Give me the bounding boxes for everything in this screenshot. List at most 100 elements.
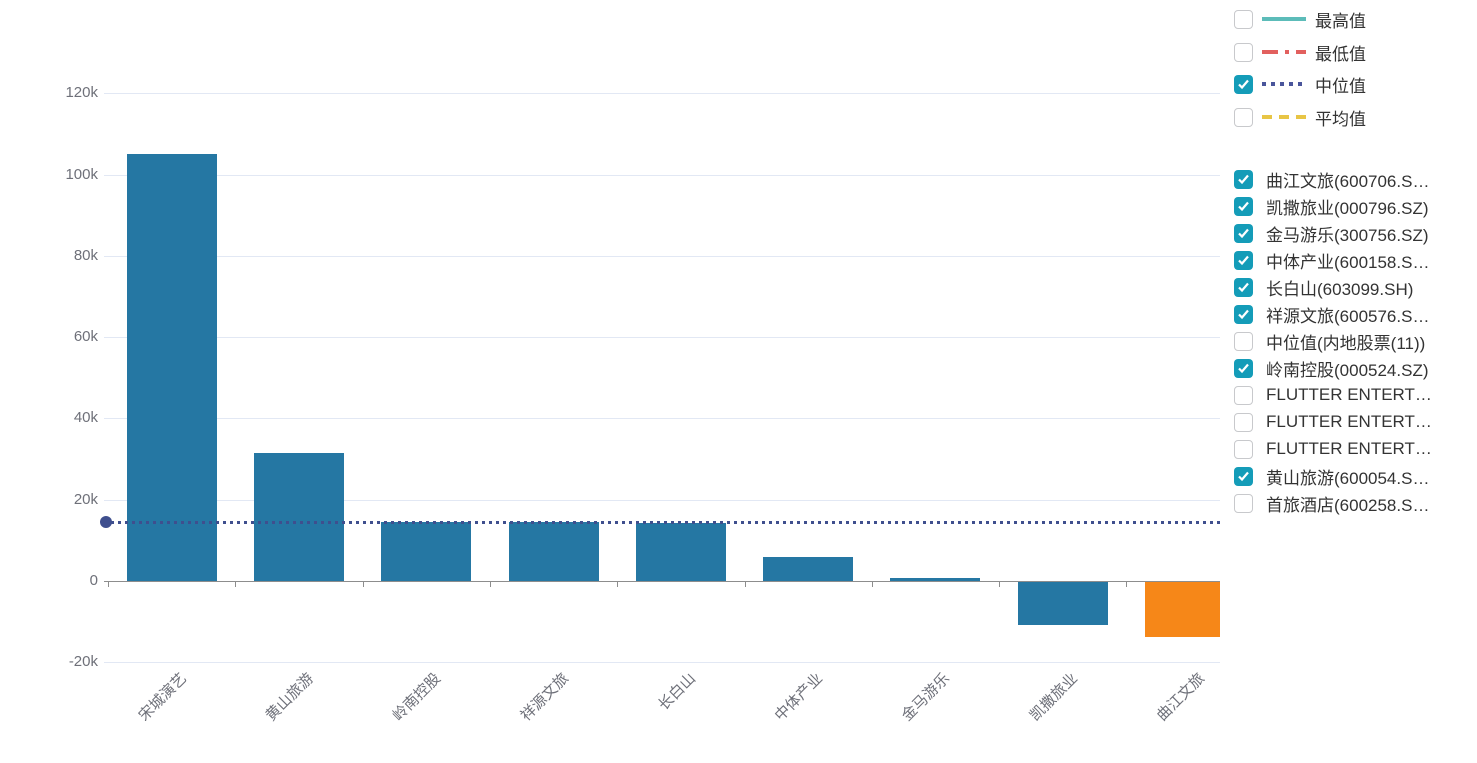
legend-item-mean[interactable]: 平均值 [1234,107,1366,129]
chart-bar[interactable] [127,154,217,581]
series-legend-label: 黄山旅游(600054.S… [1266,468,1430,488]
check-icon [1238,363,1249,373]
check-icon [1238,201,1249,211]
axis-tick [872,582,873,587]
series-legend-item[interactable]: 祥源文旅(600576.S… [1234,304,1430,326]
axis-tick [617,582,618,587]
legend-item-label: 最低值 [1315,44,1366,64]
series-legend-label: 长白山(603099.SH) [1266,279,1414,299]
checkbox-checked[interactable] [1234,358,1253,378]
legend-line-sample [1262,50,1306,54]
y-axis-label: 100k [65,166,98,183]
series-legend-label: FLUTTER ENTERT… [1266,412,1432,431]
check-icon [1238,79,1249,89]
series-legend-item[interactable]: FLUTTER ENTERT… [1234,439,1432,459]
chart-bar[interactable] [890,578,980,581]
gridline [104,337,1220,338]
chart-bar[interactable] [1018,582,1108,625]
series-legend-item[interactable]: 凯撒旅业(000796.SZ) [1234,196,1429,218]
y-axis-label: 20k [73,491,98,508]
check-icon [1238,255,1249,265]
series-legend-item[interactable]: 金马游乐(300756.SZ) [1234,223,1429,245]
check-icon [1238,282,1249,292]
y-axis-label: -20k [68,653,98,670]
series-legend-item[interactable]: FLUTTER ENTERT… [1234,412,1432,432]
gridline [104,662,1220,663]
legend-item-min[interactable]: 最低值 [1234,42,1366,64]
x-axis-line [104,581,1220,582]
checkbox-unchecked[interactable] [1234,493,1253,513]
gridline [104,175,1220,176]
check-icon [1238,309,1249,319]
checkbox-checked[interactable] [1234,466,1253,486]
y-axis-label: 40k [73,409,98,426]
checkbox-checked[interactable] [1234,196,1253,216]
series-legend-item[interactable]: 中体产业(600158.S… [1234,250,1430,272]
axis-tick [235,582,236,587]
axis-tick [108,582,109,587]
series-legend-item[interactable]: 中位值(内地股票(11)) [1234,331,1426,353]
axis-tick [490,582,491,587]
series-legend-label: 首旅酒店(600258.S… [1266,495,1430,515]
series-legend-item[interactable]: 长白山(603099.SH) [1234,277,1414,299]
y-axis-label: 80k [73,247,98,264]
series-legend-item[interactable]: 曲江文旅(600706.S… [1234,169,1430,191]
axis-tick [363,582,364,587]
series-legend-item[interactable]: 黄山旅游(600054.S… [1234,466,1430,488]
legend-line-sample [1262,17,1306,21]
legend-item-label: 中位值 [1315,76,1366,96]
legend-item-max[interactable]: 最高值 [1234,9,1366,31]
chart-bar[interactable] [509,522,599,581]
gridline [104,93,1220,94]
series-legend-label: 岭南控股(000524.SZ) [1266,360,1429,380]
series-legend-label: 曲江文旅(600706.S… [1266,171,1430,191]
legend-line-sample [1262,115,1306,119]
series-legend-item[interactable]: 岭南控股(000524.SZ) [1234,358,1429,380]
gridline [104,500,1220,501]
checkbox-unchecked[interactable] [1234,107,1253,127]
series-legend-item[interactable]: FLUTTER ENTERT… [1234,385,1432,405]
checkbox-unchecked[interactable] [1234,385,1253,405]
chart-bar[interactable] [636,523,726,581]
median-line [104,521,1220,524]
axis-tick [999,582,1000,587]
checkbox-checked[interactable] [1234,250,1253,270]
series-legend-item[interactable]: 首旅酒店(600258.S… [1234,493,1430,515]
checkbox-unchecked[interactable] [1234,412,1253,432]
chart-bar[interactable] [254,453,344,581]
chart-bar[interactable] [1145,582,1220,637]
legend-item-label: 最高值 [1315,11,1366,31]
check-icon [1238,471,1249,481]
checkbox-unchecked[interactable] [1234,42,1253,62]
y-axis-label: 120k [65,84,98,101]
legend-item-label: 平均值 [1315,109,1366,129]
gridline [104,256,1220,257]
checkbox-checked[interactable] [1234,169,1253,189]
series-legend-label: 中体产业(600158.S… [1266,252,1430,272]
series-legend-label: 中位值(内地股票(11)) [1266,333,1426,353]
series-legend-label: 凯撒旅业(000796.SZ) [1266,198,1429,218]
y-axis-label: 60k [73,328,98,345]
checkbox-checked[interactable] [1234,74,1253,94]
series-legend-label: FLUTTER ENTERT… [1266,439,1432,458]
checkbox-unchecked[interactable] [1234,439,1253,459]
check-icon [1238,174,1249,184]
legend-line-sample [1262,82,1306,86]
checkbox-checked[interactable] [1234,304,1253,324]
chart-bar[interactable] [763,557,853,581]
checkbox-unchecked[interactable] [1234,9,1253,29]
checkbox-unchecked[interactable] [1234,331,1253,351]
checkbox-checked[interactable] [1234,223,1253,243]
checkbox-checked[interactable] [1234,277,1253,297]
series-legend-label: FLUTTER ENTERT… [1266,385,1432,404]
gridline [104,418,1220,419]
legend-item-median[interactable]: 中位值 [1234,74,1366,96]
median-line-dot [100,516,112,528]
series-legend-label: 金马游乐(300756.SZ) [1266,225,1429,245]
series-legend-label: 祥源文旅(600576.S… [1266,306,1430,326]
chart-bar[interactable] [381,522,471,581]
axis-tick [745,582,746,587]
